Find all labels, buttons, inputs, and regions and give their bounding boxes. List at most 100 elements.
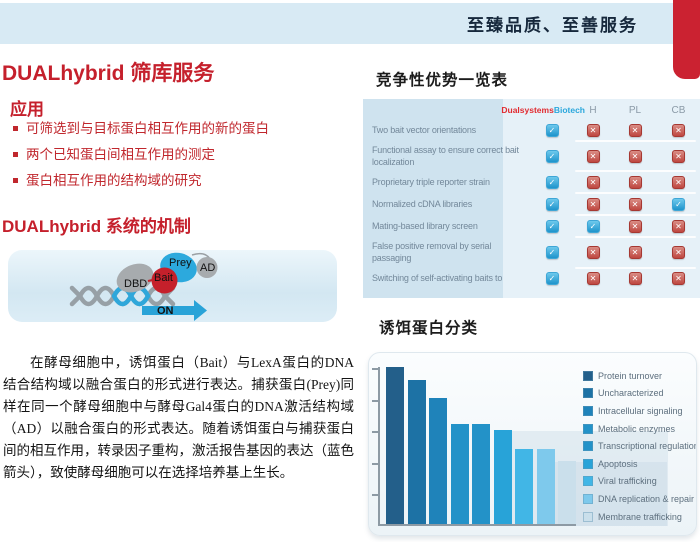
cross-icon xyxy=(672,245,685,259)
legend-item: Protein turnover xyxy=(583,367,696,385)
legend-label: Apoptosis xyxy=(598,458,638,469)
cross-icon xyxy=(586,272,600,286)
ad-label: AD xyxy=(200,262,215,274)
application-item-text: 可筛选到与目标蛋白相互作用的新的蛋白 xyxy=(26,121,269,136)
application-item: 蛋白相互作用的结构域的研究 xyxy=(13,172,269,189)
on-arrow-icon: ON xyxy=(142,300,207,321)
legend-label: Intracellular signaling xyxy=(598,405,683,416)
legend-label: Protein turnover xyxy=(598,370,663,381)
cross-icon xyxy=(672,175,685,189)
table-cell xyxy=(613,149,657,163)
bullet-icon xyxy=(13,126,18,131)
axis-tick xyxy=(372,494,378,496)
row-label: Proprietary triple reporter strain xyxy=(372,177,490,188)
cross-icon xyxy=(628,123,642,137)
row-label: Normalized cDNA libraries xyxy=(372,199,473,210)
cross-icon xyxy=(628,272,642,286)
table-cell xyxy=(517,197,587,211)
table-cell xyxy=(613,219,657,233)
legend-swatch xyxy=(583,370,593,381)
cross-icon xyxy=(586,123,600,137)
table-cell xyxy=(657,149,700,163)
table-cell xyxy=(573,219,613,233)
column-header-h: H xyxy=(589,104,597,116)
page-title-latin: DUALhybrid xyxy=(2,62,125,85)
applications-heading: 应用 xyxy=(10,100,44,119)
legend-item: Apoptosis xyxy=(583,455,696,473)
corner-tab xyxy=(673,0,700,79)
check-icon xyxy=(545,149,559,163)
legend-label: DNA replication & repair xyxy=(598,493,695,504)
row-label: False positive removal by serial passagi… xyxy=(372,241,492,264)
legend-item: Metabolic enzymes xyxy=(583,420,696,438)
dbd-label: DBD xyxy=(124,278,147,290)
mechanism-paragraph: 在酵母细胞中，诱饵蛋白（Bait）与LexA蛋白的DNA结合结构域以融合蛋白的形… xyxy=(3,355,354,480)
check-icon xyxy=(545,123,559,137)
check-icon xyxy=(586,219,600,233)
cross-icon xyxy=(628,197,642,211)
chart-bar xyxy=(536,448,555,524)
legend-item: DNA replication & repair xyxy=(583,490,696,508)
application-item: 两个已知蛋白间相互作用的测定 xyxy=(13,146,269,163)
y-axis xyxy=(378,367,380,526)
table-cell xyxy=(657,197,700,211)
on-label: ON xyxy=(157,305,174,317)
header-bar: 至臻品质、至善服务 xyxy=(0,3,700,44)
x-axis xyxy=(378,524,576,526)
dbd-shape xyxy=(116,263,154,293)
chart-bar xyxy=(558,461,576,524)
comparison-heading: 竞争性优势一览表 xyxy=(376,72,509,89)
chart-bar xyxy=(472,423,490,524)
page-title-cjk: 筛库服务 xyxy=(130,62,215,85)
legend-swatch xyxy=(583,476,593,487)
table-cell xyxy=(573,197,613,211)
legend-item: Viral trafficking xyxy=(583,473,696,491)
legend-swatch xyxy=(583,388,593,399)
table-cell xyxy=(657,245,700,259)
row-label: Mating-based library screen xyxy=(372,221,478,232)
cross-icon xyxy=(586,197,600,211)
legend-item: Uncharacterized xyxy=(583,385,696,403)
table-cell xyxy=(613,123,657,137)
page-title: DUALhybrid 筛库服务 xyxy=(2,57,214,87)
mechanism-heading: DUALhybrid 系统的机制 xyxy=(2,217,191,236)
legend-swatch xyxy=(583,441,593,452)
bait-classification-chart: Protein turnover Uncharacterized Intracell… xyxy=(368,352,697,536)
legend-label: Viral trafficking xyxy=(598,476,657,487)
chart-heading: 诱饵蛋白分类 xyxy=(379,320,479,337)
legend-swatch xyxy=(583,458,593,469)
brand-name-part1: Dualsystems xyxy=(501,105,554,115)
table-cell xyxy=(657,219,700,233)
legend-swatch xyxy=(583,423,593,434)
header-slogan: 至臻品质、至善服务 xyxy=(467,16,638,35)
table-row: Switching of self-activating baits to xyxy=(363,268,700,290)
cross-icon xyxy=(672,219,685,233)
chart-bar xyxy=(386,367,404,524)
table-cell xyxy=(573,123,613,137)
column-header-cb: CB xyxy=(671,104,686,116)
legend-swatch xyxy=(583,511,593,522)
column-header-pl: PL xyxy=(628,104,642,116)
table-row: Two bait vector orientations xyxy=(363,119,700,142)
legend-label: Metabolic enzymes xyxy=(598,423,676,434)
table-row: Mating-based library screen xyxy=(363,215,700,239)
cross-icon xyxy=(628,175,642,189)
applications-list: 可筛选到与目标蛋白相互作用的新的蛋白两个已知蛋白间相互作用的测定蛋白相互作用的结… xyxy=(13,120,269,189)
application-item-text: 蛋白相互作用的结构域的研究 xyxy=(26,173,202,188)
legend-label: Membrane trafficking xyxy=(598,511,682,522)
table-cell xyxy=(657,123,700,137)
row-label: Two bait vector orientations xyxy=(372,124,476,135)
table-cell xyxy=(517,149,587,163)
table-cell xyxy=(613,245,657,259)
check-icon xyxy=(545,219,559,233)
bait-label: Bait xyxy=(154,272,173,284)
table-cell xyxy=(573,175,613,189)
row-label: Functional assay to ensure correct bait … xyxy=(372,145,519,168)
table-row: Proprietary triple reporter strain xyxy=(363,171,700,195)
check-icon xyxy=(672,197,685,211)
legend-label: Transcriptional regulation xyxy=(598,441,697,452)
table-cell xyxy=(517,272,587,286)
legend-swatch xyxy=(583,405,593,416)
cross-icon xyxy=(586,149,600,163)
